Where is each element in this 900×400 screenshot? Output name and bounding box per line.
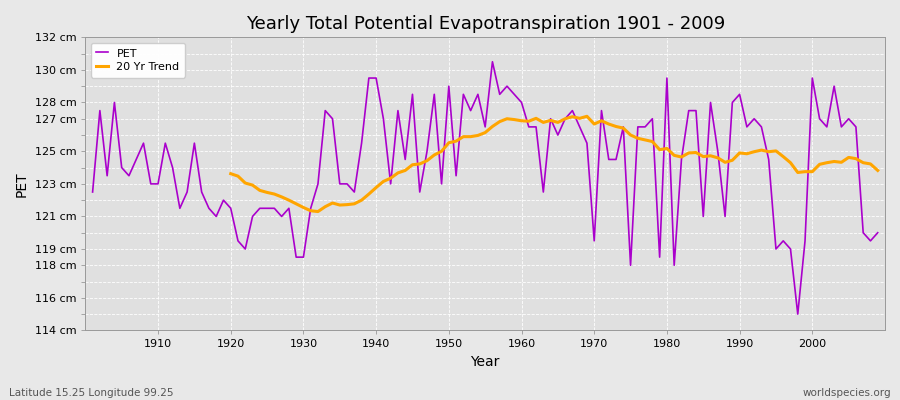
PET	[487, 59, 498, 64]
PET	[610, 157, 621, 162]
Line: PET: PET	[93, 62, 878, 314]
20 Yr Trend	[792, 170, 803, 175]
PET	[872, 230, 883, 235]
Title: Yearly Total Potential Evapotranspiration 1901 - 2009: Yearly Total Potential Evapotranspiratio…	[246, 15, 724, 33]
20 Yr Trend	[858, 160, 868, 165]
20 Yr Trend	[429, 152, 440, 157]
Y-axis label: PET: PET	[15, 171, 29, 197]
PET	[349, 190, 360, 194]
20 Yr Trend	[312, 209, 323, 214]
PET	[524, 124, 535, 129]
20 Yr Trend	[872, 168, 883, 173]
PET	[305, 206, 316, 211]
PET	[87, 190, 98, 194]
20 Yr Trend	[225, 171, 236, 176]
Legend: PET, 20 Yr Trend: PET, 20 Yr Trend	[91, 43, 185, 78]
PET	[516, 100, 526, 105]
20 Yr Trend	[690, 150, 701, 155]
20 Yr Trend	[778, 154, 788, 159]
Text: Latitude 15.25 Longitude 99.25: Latitude 15.25 Longitude 99.25	[9, 388, 174, 398]
20 Yr Trend	[581, 114, 592, 119]
PET	[792, 312, 803, 316]
20 Yr Trend	[320, 204, 330, 209]
Text: worldspecies.org: worldspecies.org	[803, 388, 891, 398]
PET	[146, 182, 157, 186]
Line: 20 Yr Trend: 20 Yr Trend	[230, 116, 878, 212]
X-axis label: Year: Year	[471, 355, 500, 369]
